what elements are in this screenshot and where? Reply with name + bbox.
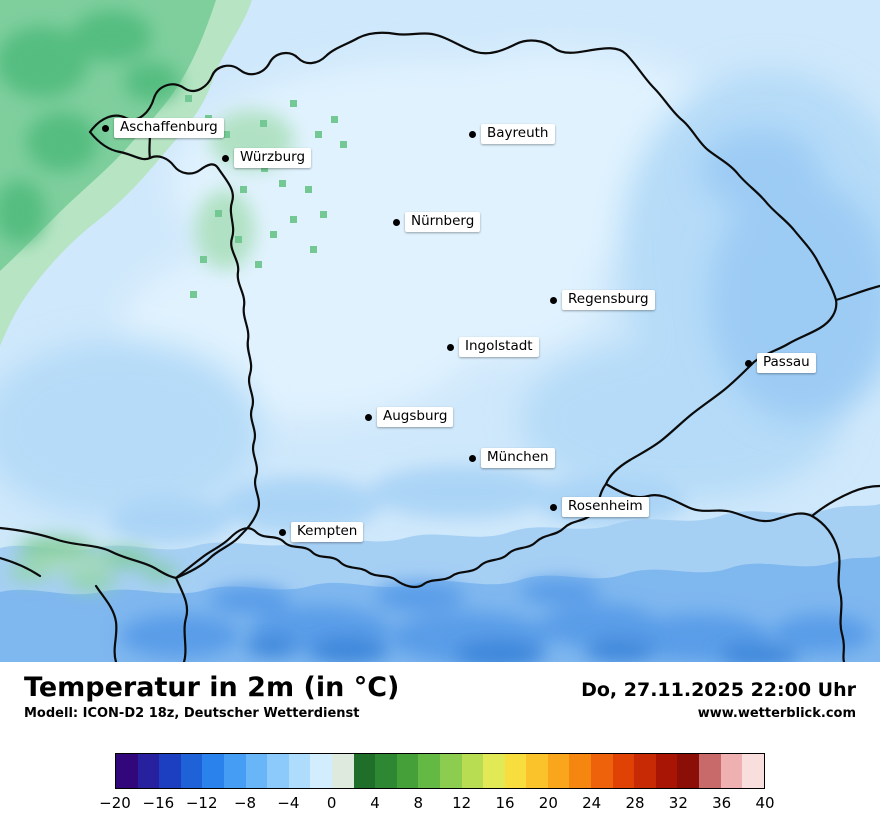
colorbar-segment <box>591 754 613 788</box>
map-cool-patches-2 <box>700 130 880 420</box>
weather-map: Aschaffenburg Würzburg Bayreuth Nürnberg Reg… <box>0 0 880 662</box>
colorbar-segment <box>396 754 419 788</box>
temperature-legend: −20 −16 −12 −8 −4 0 4 8 12 16 20 24 28 32 36 40 <box>99 753 775 814</box>
colorbar-tick-label: 8 <box>413 794 424 812</box>
city-dot <box>365 413 372 421</box>
city-marker: München <box>469 448 555 468</box>
colorbar-segment <box>655 754 678 788</box>
colorbar-segment <box>375 754 397 788</box>
page-title: Temperatur in 2m (in °C) <box>24 672 400 703</box>
colorbar-segment <box>180 754 203 788</box>
colorbar-ticks: −20 −16 −12 −8 −4 0 4 8 12 16 20 24 28 32 36 40 <box>99 794 774 814</box>
colorbar-segment <box>353 754 376 788</box>
colorbar-segment <box>612 754 635 788</box>
colorbar-segment <box>483 754 505 788</box>
colorbar-segment <box>137 754 160 788</box>
city-label: Würzburg <box>234 148 312 168</box>
colorbar-tick-label: 4 <box>370 794 380 812</box>
city-dot <box>393 218 400 226</box>
colorbar-tick-label: 16 <box>495 794 515 812</box>
city-marker: Aschaffenburg <box>102 118 224 138</box>
city-label: Ingolstadt <box>459 337 539 357</box>
colorbar-segment <box>720 754 743 788</box>
colorbar-tick-label: 20 <box>538 794 558 812</box>
city-dot <box>279 528 286 536</box>
map-light-patches <box>120 50 720 420</box>
map-footer: Temperatur in 2m (in °C) Do, 27.11.2025 … <box>0 662 880 830</box>
city-label: Augsburg <box>377 407 454 427</box>
colorbar-segment <box>742 754 764 788</box>
city-dot <box>222 154 229 162</box>
city-marker: Regensburg <box>550 290 655 310</box>
colorbar-segment <box>547 754 570 788</box>
colorbar-tick-label: 28 <box>625 794 645 812</box>
city-label: Kempten <box>291 522 364 542</box>
map-alps <box>0 504 880 662</box>
colorbar-segment <box>418 754 440 788</box>
city-dot <box>745 359 752 367</box>
city-marker: Kempten <box>279 522 364 542</box>
city-label: Bayreuth <box>481 124 555 144</box>
city-dot <box>447 343 454 351</box>
colorbar-segment <box>116 754 138 788</box>
website-url: www.wetterblick.com <box>697 706 856 721</box>
colorbar-tick-label: 40 <box>755 794 775 812</box>
colorbar-tick-label: 24 <box>582 794 602 812</box>
colorbar-tick-label: 36 <box>712 794 732 812</box>
colorbar-segment <box>331 754 354 788</box>
city-label: Rosenheim <box>562 497 649 517</box>
colorbar-tick-label: −12 <box>185 794 218 812</box>
colorbar-segment <box>159 754 181 788</box>
colorbar-segment <box>461 754 484 788</box>
city-label: Passau <box>757 353 816 373</box>
colorbar <box>115 753 765 789</box>
city-label: Nürnberg <box>405 212 481 232</box>
city-marker: Würzburg <box>222 148 312 168</box>
city-marker: Passau <box>745 353 816 373</box>
city-marker: Nürnberg <box>393 212 481 232</box>
colorbar-segment <box>288 754 311 788</box>
colorbar-segment <box>699 754 721 788</box>
colorbar-tick-label: −8 <box>233 794 257 812</box>
colorbar-tick-label: 12 <box>452 794 472 812</box>
colorbar-segment <box>526 754 548 788</box>
colorbar-tick-label: −4 <box>277 794 300 812</box>
city-dot <box>469 454 476 462</box>
city-dot <box>550 296 557 304</box>
model-info: Modell: ICON-D2 18z, Deutscher Wetterdie… <box>24 706 360 721</box>
forecast-datetime: Do, 27.11.2025 22:00 Uhr <box>581 679 856 701</box>
city-dot <box>550 503 557 511</box>
colorbar-tick-label: −20 <box>99 794 131 812</box>
colorbar-tick-label: 32 <box>668 794 688 812</box>
city-marker: Augsburg <box>365 407 454 427</box>
colorbar-tick-label: 0 <box>326 794 337 812</box>
colorbar-segment <box>202 754 224 788</box>
city-label: Aschaffenburg <box>114 118 224 138</box>
city-label: Regensburg <box>562 290 655 310</box>
city-marker: Rosenheim <box>550 497 649 517</box>
colorbar-segment <box>245 754 268 788</box>
city-dot <box>102 124 109 132</box>
city-label: München <box>481 448 555 468</box>
colorbar-segment <box>223 754 246 788</box>
city-marker: Ingolstadt <box>447 337 539 357</box>
map-southwest-greens <box>8 537 178 590</box>
colorbar-segment <box>504 754 527 788</box>
colorbar-segment <box>439 754 462 788</box>
colorbar-segment <box>634 754 656 788</box>
colorbar-segment <box>677 754 700 788</box>
colorbar-tick-label: −16 <box>142 794 175 812</box>
colorbar-segment <box>310 754 332 788</box>
map-northwest-greens <box>0 0 347 346</box>
city-layer: Aschaffenburg Würzburg Bayreuth Nürnberg Reg… <box>102 118 816 542</box>
city-marker: Bayreuth <box>469 124 555 144</box>
city-dot <box>469 130 476 138</box>
colorbar-segment <box>267 754 289 788</box>
colorbar-segment <box>569 754 592 788</box>
